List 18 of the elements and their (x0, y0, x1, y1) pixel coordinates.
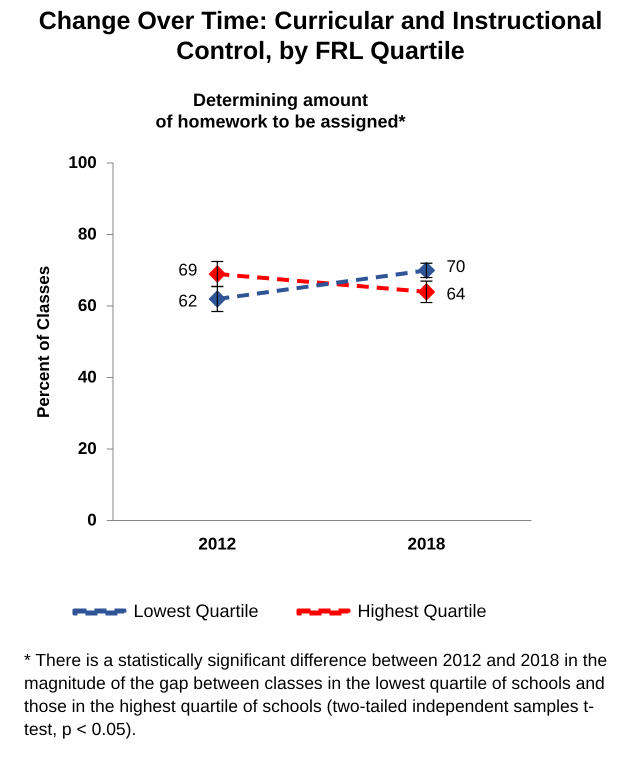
y-tick-label: 20 (78, 438, 97, 458)
y-tick-label: 0 (87, 510, 97, 530)
y-tick-label: 60 (78, 296, 97, 315)
chart-title: Change Over Time: Curricular and Instructional Control, by FRL Quartile (38, 6, 604, 66)
legend-label: Highest Quartile (358, 600, 487, 621)
y-tick-label: 100 (68, 152, 97, 172)
x-tick-label: 2018 (408, 534, 446, 554)
y-tick-label: 40 (78, 367, 97, 386)
y-tick-label: 80 (78, 224, 97, 244)
data-label: 70 (446, 257, 466, 276)
chart-subtitle: Determining amount of homework to be assigned* (155, 90, 406, 132)
data-label: 64 (446, 284, 466, 304)
y-axis-title: Percent of Classes (34, 266, 53, 418)
data-label: 69 (178, 260, 198, 280)
x-tick-label: 2012 (198, 534, 236, 554)
data-label: 62 (178, 292, 198, 311)
text: * There is a statistically significant difference between 2012 and 2018 in the magnitude of the gap between classes in the lowest quartile of schools and those in the highest quartile of schools (two-tailed independent samples t-test, p < 0.05). (24, 649, 608, 741)
legend-label: Lowest Quartile (133, 600, 259, 621)
